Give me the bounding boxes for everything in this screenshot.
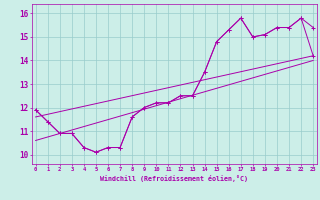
X-axis label: Windchill (Refroidissement éolien,°C): Windchill (Refroidissement éolien,°C) [100, 175, 248, 182]
